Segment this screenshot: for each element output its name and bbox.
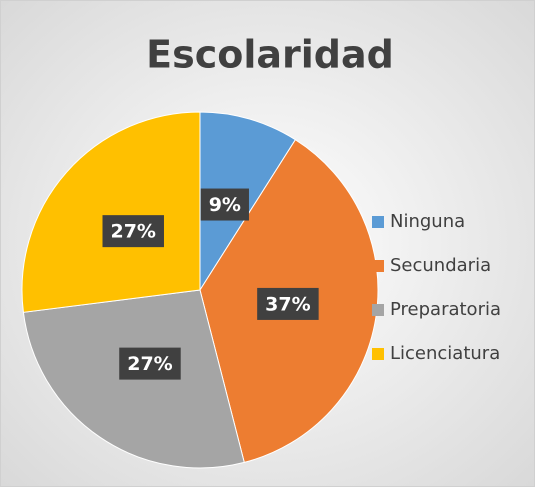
legend-label: Secundaria — [390, 255, 491, 276]
pie-slice — [21, 111, 201, 313]
data-label-box — [257, 287, 319, 320]
data-label-box — [200, 188, 249, 221]
legend-swatch — [372, 260, 384, 272]
legend-swatch — [372, 216, 384, 228]
legend-label: Licenciatura — [390, 343, 500, 364]
data-label-box — [119, 347, 181, 380]
data-label: 9% — [209, 194, 241, 216]
legend-swatch — [372, 348, 384, 360]
legend-label: Preparatoria — [390, 299, 501, 320]
legend-swatch — [372, 304, 384, 316]
data-label: 27% — [127, 353, 172, 375]
data-label: 27% — [110, 221, 155, 243]
chart-title: Escolaridad — [146, 33, 394, 77]
data-label-box — [102, 215, 164, 248]
legend-label: Ninguna — [390, 211, 465, 232]
data-label: 37% — [265, 293, 310, 315]
